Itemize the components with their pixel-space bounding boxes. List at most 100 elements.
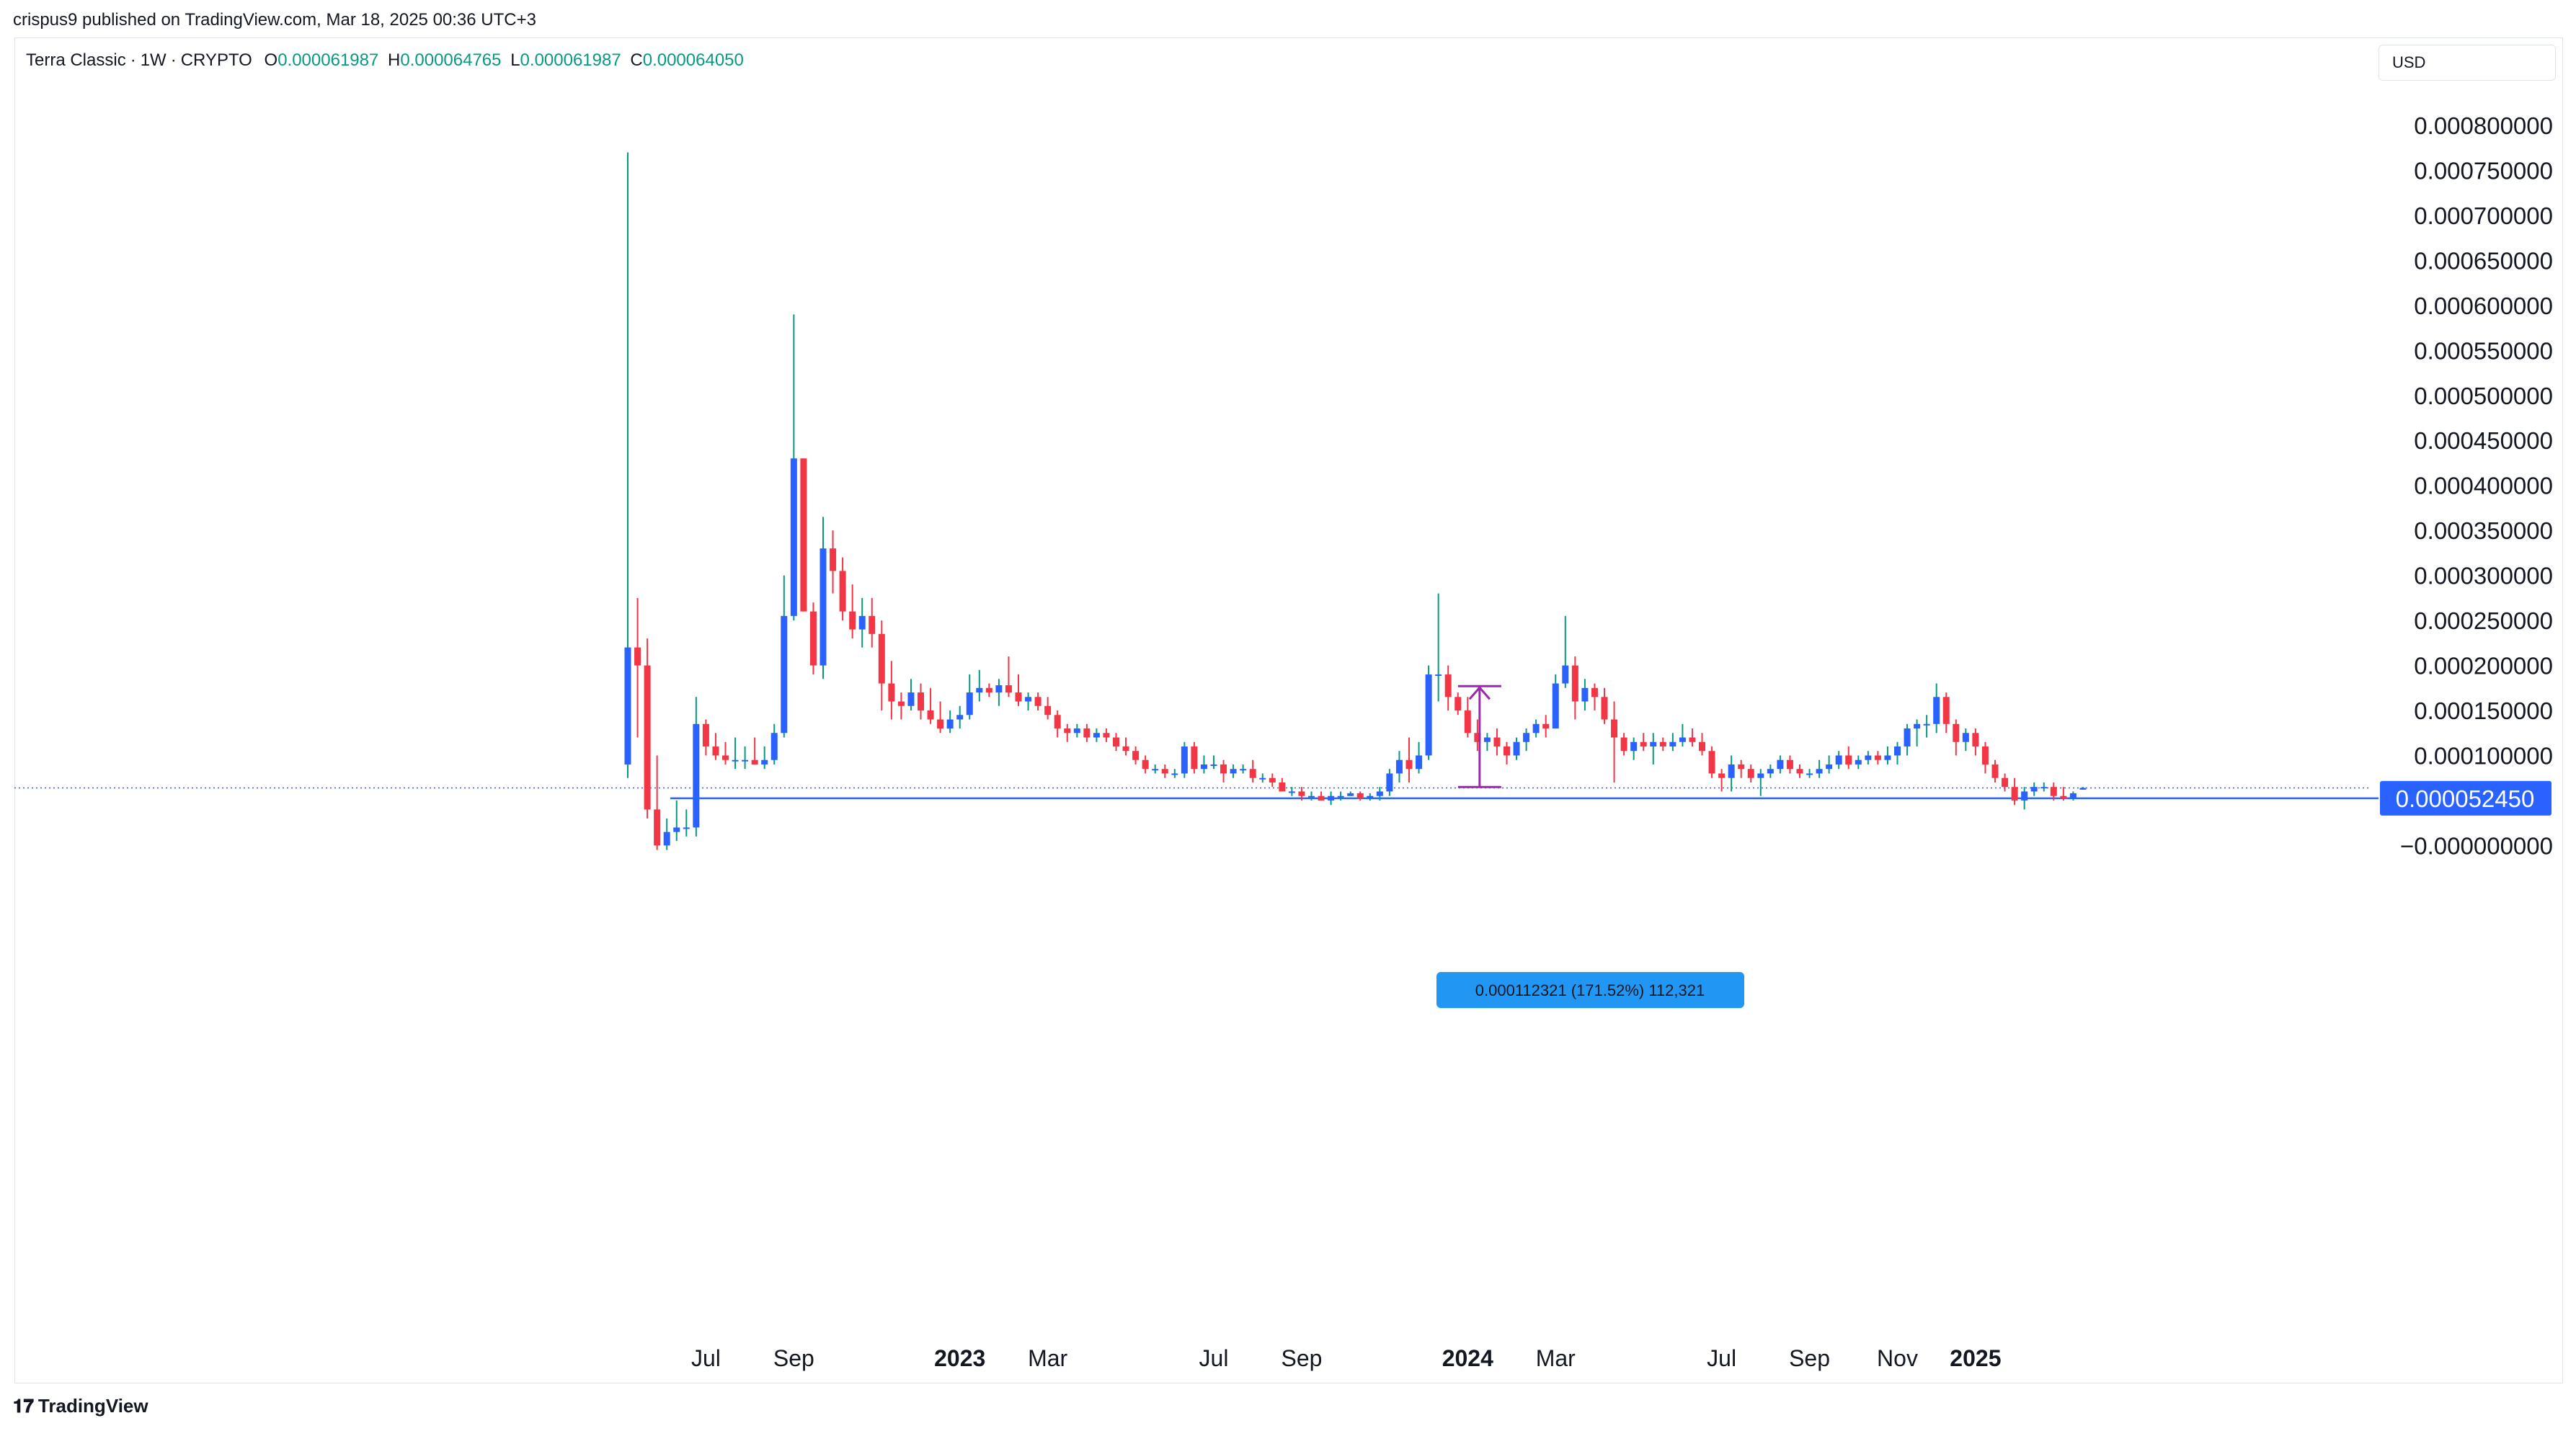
candle-body <box>1991 764 1999 778</box>
y-axis-tick-label: 0.000450000 <box>2414 427 2553 454</box>
candle <box>2079 787 2087 790</box>
candle <box>1777 755 1784 774</box>
y-axis-tick-label: −0.000000000 <box>2400 832 2553 859</box>
candle <box>1601 687 1608 724</box>
candle <box>1728 755 1735 792</box>
candle <box>918 683 924 720</box>
candle <box>1786 755 1793 774</box>
candle-body <box>663 832 670 846</box>
candle-body <box>1640 741 1647 746</box>
candle-body <box>2050 787 2057 796</box>
candle-body <box>1005 685 1012 693</box>
candle-body <box>1679 737 1686 742</box>
candle-body <box>1669 741 1676 746</box>
x-axis-tick-label: Sep <box>773 1345 814 1371</box>
candle <box>1259 773 1266 783</box>
candle-body <box>1386 773 1393 792</box>
candle <box>1308 791 1315 801</box>
candle-body <box>1152 769 1159 771</box>
candle <box>1240 764 1247 774</box>
candle-body <box>1279 782 1286 792</box>
candle <box>1767 764 1774 778</box>
candle-body <box>830 548 837 571</box>
candle-body <box>1659 741 1666 746</box>
candle <box>1611 701 1618 783</box>
candle-body <box>1689 737 1696 742</box>
candle <box>1923 715 1930 738</box>
candle-body <box>1923 723 1930 726</box>
candle-body <box>809 611 817 666</box>
candle-body <box>1328 795 1335 801</box>
legend-low-label: L <box>510 50 520 70</box>
candle-body <box>976 687 983 693</box>
candle <box>1513 737 1520 760</box>
chart-pane[interactable] <box>14 37 2563 1383</box>
candle <box>1181 741 1188 778</box>
candle <box>1474 719 1481 752</box>
candle-body <box>781 615 788 734</box>
candle <box>1504 741 1510 764</box>
candle <box>1845 746 1852 770</box>
candle-body <box>712 746 719 756</box>
candle-body <box>918 692 924 711</box>
candle <box>1425 665 1432 760</box>
y-axis-tick-label: 0.000700000 <box>2414 202 2553 229</box>
candle <box>1865 751 1872 764</box>
candle <box>1679 723 1686 746</box>
x-axis-tick-label: Sep <box>1281 1345 1322 1371</box>
candle-body <box>927 710 934 720</box>
candle-body <box>1210 764 1217 766</box>
candle-body <box>1073 728 1080 734</box>
candle-body <box>654 809 661 846</box>
tradingview-logo[interactable]: 𝟏𝟕 TradingView <box>13 1395 148 1418</box>
candle <box>1015 674 1022 706</box>
candle-body <box>1601 697 1608 720</box>
candle-body <box>839 571 846 612</box>
y-axis-tick-label: 0.000300000 <box>2414 563 2553 589</box>
candle <box>722 741 729 764</box>
candle <box>1581 679 1589 711</box>
candle-body <box>634 647 641 666</box>
candle-body <box>1259 777 1266 780</box>
candle-body <box>1904 728 1911 746</box>
candle <box>1152 764 1159 774</box>
candle <box>702 719 709 756</box>
candle-body <box>1513 741 1520 756</box>
candle-body <box>1914 723 1921 728</box>
candle <box>1044 697 1052 720</box>
candle-body <box>1933 697 1940 724</box>
candle <box>1552 674 1559 728</box>
candle <box>1142 755 1149 774</box>
candle <box>1991 759 1999 783</box>
candle-body <box>888 683 895 702</box>
candle-body <box>1093 733 1100 738</box>
candle <box>1532 719 1540 738</box>
candle <box>1103 728 1110 742</box>
x-axis-tick-label: Mar <box>1536 1345 1576 1371</box>
price-tag-text: 0.000052450 <box>2396 785 2535 812</box>
legend-symbol[interactable]: Terra Classic <box>26 50 126 70</box>
legend-close-value: 0.000064050 <box>642 50 744 70</box>
candle-body <box>1884 755 1891 760</box>
candle-body <box>1064 728 1071 734</box>
candle-body <box>1767 769 1774 774</box>
candle <box>830 530 837 594</box>
y-axis-tick-label: 0.000500000 <box>2414 383 2553 409</box>
candle-body <box>1191 746 1198 770</box>
candle <box>1747 764 1754 783</box>
candle <box>770 723 778 764</box>
candle-body <box>1747 769 1754 778</box>
legend-interval[interactable]: 1W <box>140 50 166 70</box>
x-axis-tick-label: 2025 <box>1950 1345 2001 1371</box>
candle-body <box>751 759 758 764</box>
candle-body <box>1972 733 1979 746</box>
candle-body <box>1405 759 1413 770</box>
candle-body <box>849 611 856 630</box>
currency-selector[interactable]: USD <box>2379 45 2556 81</box>
candle <box>1855 755 1862 770</box>
candle-body <box>770 733 778 760</box>
candle <box>1640 733 1647 752</box>
candle <box>927 687 934 724</box>
candle-body <box>1464 710 1471 734</box>
